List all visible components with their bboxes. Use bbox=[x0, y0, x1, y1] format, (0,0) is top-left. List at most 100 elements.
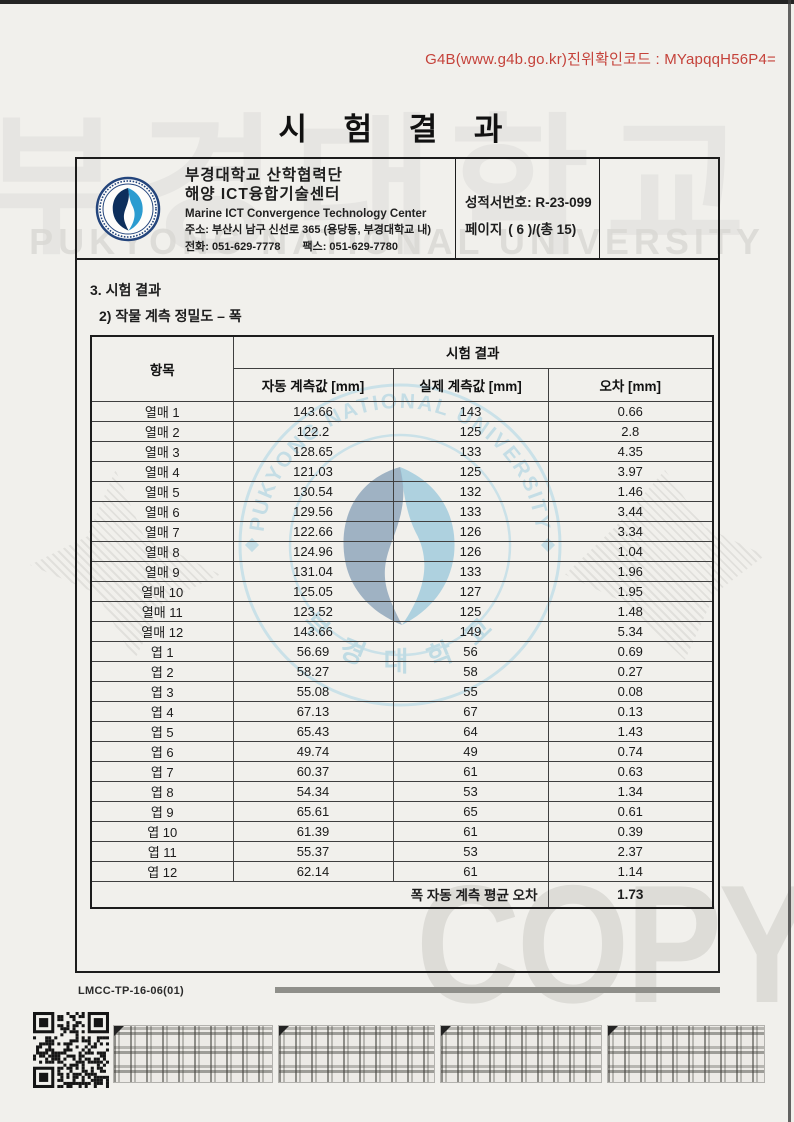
table-row: 엽 5 65.43 64 1.43 bbox=[90, 720, 714, 742]
table-row: 열매 6 129.56 133 3.44 bbox=[90, 500, 714, 522]
item-cell: 열매 10 bbox=[90, 580, 234, 602]
actual-measure-cell: 65 bbox=[392, 800, 549, 822]
results-table: 항목 시험 결과 자동 계측값 [mm] 실제 계측값 [mm] 오차 [mm]… bbox=[90, 335, 715, 909]
university-logo-icon bbox=[95, 176, 161, 242]
actual-measure-cell: 143 bbox=[392, 400, 549, 422]
error-cell: 0.69 bbox=[547, 640, 714, 662]
table-row: 엽 12 62.14 61 1.14 bbox=[90, 860, 714, 882]
table-row: 엽 8 54.34 53 1.34 bbox=[90, 780, 714, 802]
report-number-line: 성적서번호: R-23-099 bbox=[465, 189, 595, 216]
issuer-contact: 전화: 051-629-7778 팩스: 051-629-7780 bbox=[185, 241, 431, 255]
actual-measure-cell: 132 bbox=[392, 480, 549, 502]
actual-measure-cell: 125 bbox=[392, 600, 549, 622]
table-row: 엽 2 58.27 58 0.27 bbox=[90, 660, 714, 682]
header-divider-2 bbox=[599, 159, 600, 258]
column-header-actual: 실제 계측값 [mm] bbox=[392, 367, 549, 402]
item-cell: 열매 6 bbox=[90, 500, 234, 522]
error-cell: 2.8 bbox=[547, 420, 714, 442]
security-barcode-strip bbox=[278, 1025, 435, 1083]
security-barcode-strip bbox=[607, 1025, 765, 1083]
actual-measure-cell: 133 bbox=[392, 440, 549, 462]
error-cell: 0.08 bbox=[547, 680, 714, 702]
actual-measure-cell: 125 bbox=[392, 460, 549, 482]
item-cell: 열매 3 bbox=[90, 440, 234, 462]
error-cell: 1.04 bbox=[547, 540, 714, 562]
table-row: 엽 7 60.37 61 0.63 bbox=[90, 760, 714, 782]
table-row: 엽 11 55.37 53 2.37 bbox=[90, 840, 714, 862]
section-subheading: 2) 작물 계측 정밀도 – 폭 bbox=[99, 308, 242, 324]
item-cell: 열매 1 bbox=[90, 400, 234, 422]
error-cell: 1.96 bbox=[547, 560, 714, 582]
table-row: 열매 11 123.52 125 1.48 bbox=[90, 600, 714, 622]
g4b-verification-code: G4B(www.g4b.go.kr)진위확인코드 : MYapqqH56P4= bbox=[425, 51, 776, 68]
error-cell: 0.74 bbox=[547, 740, 714, 762]
item-cell: 엽 1 bbox=[90, 640, 234, 662]
table-row: 엽 3 55.08 55 0.08 bbox=[90, 680, 714, 702]
column-header-auto: 자동 계측값 [mm] bbox=[232, 367, 394, 402]
table-row: 열매 1 143.66 143 0.66 bbox=[90, 400, 714, 422]
item-cell: 열매 12 bbox=[90, 620, 234, 642]
error-cell: 0.13 bbox=[547, 700, 714, 722]
footer-gray-bar bbox=[275, 987, 720, 993]
actual-measure-cell: 125 bbox=[392, 420, 549, 442]
auto-measure-cell: 55.08 bbox=[232, 680, 394, 702]
actual-measure-cell: 133 bbox=[392, 560, 549, 582]
auto-measure-cell: 131.04 bbox=[232, 560, 394, 582]
item-cell: 엽 11 bbox=[90, 840, 234, 862]
table-row: 열매 9 131.04 133 1.96 bbox=[90, 560, 714, 582]
table-row: 엽 9 65.61 65 0.61 bbox=[90, 800, 714, 822]
scan-edge-top bbox=[0, 0, 794, 4]
column-group-header: 시험 결과 bbox=[232, 335, 714, 369]
issuer-name-line2: 해양 ICT융합기술센터 bbox=[185, 186, 341, 204]
security-barcode-strip bbox=[440, 1025, 602, 1083]
item-cell: 엽 9 bbox=[90, 800, 234, 822]
item-cell: 엽 4 bbox=[90, 700, 234, 722]
issuer-address: 주소: 부산시 남구 신선로 365 (용당동, 부경대학교 내) bbox=[185, 224, 432, 237]
table-row: 엽 10 61.39 61 0.39 bbox=[90, 820, 714, 842]
error-cell: 5.34 bbox=[547, 620, 714, 642]
issuer-info: 부경대학교 산학협력단 해양 ICT융합기술센터 Marine ICT Conv… bbox=[185, 166, 431, 255]
item-cell: 엽 6 bbox=[90, 740, 234, 762]
error-cell: 1.48 bbox=[547, 600, 714, 622]
error-cell: 0.39 bbox=[547, 820, 714, 842]
actual-measure-cell: 126 bbox=[392, 540, 549, 562]
table-row: 열매 12 143.66 149 5.34 bbox=[90, 620, 714, 642]
error-cell: 0.27 bbox=[547, 660, 714, 682]
auto-measure-cell: 122.2 bbox=[232, 420, 394, 442]
report-number-label: 성적서번호: bbox=[465, 195, 532, 210]
actual-measure-cell: 56 bbox=[392, 640, 549, 662]
error-cell: 3.34 bbox=[547, 520, 714, 542]
item-cell: 엽 8 bbox=[90, 780, 234, 802]
average-error-value: 1.73 bbox=[547, 880, 714, 909]
actual-measure-cell: 55 bbox=[392, 680, 549, 702]
issuer-name-english: Marine ICT Convergence Technology Center bbox=[185, 207, 427, 220]
actual-measure-cell: 67 bbox=[392, 700, 549, 722]
table-row: 열매 4 121.03 125 3.97 bbox=[90, 460, 714, 482]
auto-measure-cell: 130.54 bbox=[232, 480, 394, 502]
issuer-header: 부경대학교 산학협력단 해양 ICT융합기술센터 Marine ICT Conv… bbox=[77, 159, 718, 260]
table-row: 열매 10 125.05 127 1.95 bbox=[90, 580, 714, 602]
table-row: 열매 8 124.96 126 1.04 bbox=[90, 540, 714, 562]
item-cell: 열매 11 bbox=[90, 600, 234, 622]
actual-measure-cell: 149 bbox=[392, 620, 549, 642]
item-cell: 열매 8 bbox=[90, 540, 234, 562]
auto-measure-cell: 129.56 bbox=[232, 500, 394, 522]
error-cell: 3.44 bbox=[547, 500, 714, 522]
actual-measure-cell: 61 bbox=[392, 820, 549, 842]
issuer-name-line1: 부경대학교 산학협력단 bbox=[185, 167, 343, 184]
error-cell: 1.46 bbox=[547, 480, 714, 502]
qr-code-icon bbox=[33, 1012, 109, 1088]
item-cell: 엽 10 bbox=[90, 820, 234, 842]
report-meta: 성적서번호: R-23-099 페이지 ( 6 )/(총 15) bbox=[465, 189, 595, 243]
actual-measure-cell: 61 bbox=[392, 760, 549, 782]
table-row: 엽 1 56.69 56 0.69 bbox=[90, 640, 714, 662]
actual-measure-cell: 127 bbox=[392, 580, 549, 602]
auto-measure-cell: 124.96 bbox=[232, 540, 394, 562]
header-divider-1 bbox=[455, 159, 456, 258]
auto-measure-cell: 122.66 bbox=[232, 520, 394, 542]
section-heading: 3. 시험 결과 bbox=[90, 282, 161, 298]
actual-measure-cell: 126 bbox=[392, 520, 549, 542]
auto-measure-cell: 55.37 bbox=[232, 840, 394, 862]
auto-measure-cell: 143.66 bbox=[232, 400, 394, 422]
item-cell: 열매 2 bbox=[90, 420, 234, 442]
